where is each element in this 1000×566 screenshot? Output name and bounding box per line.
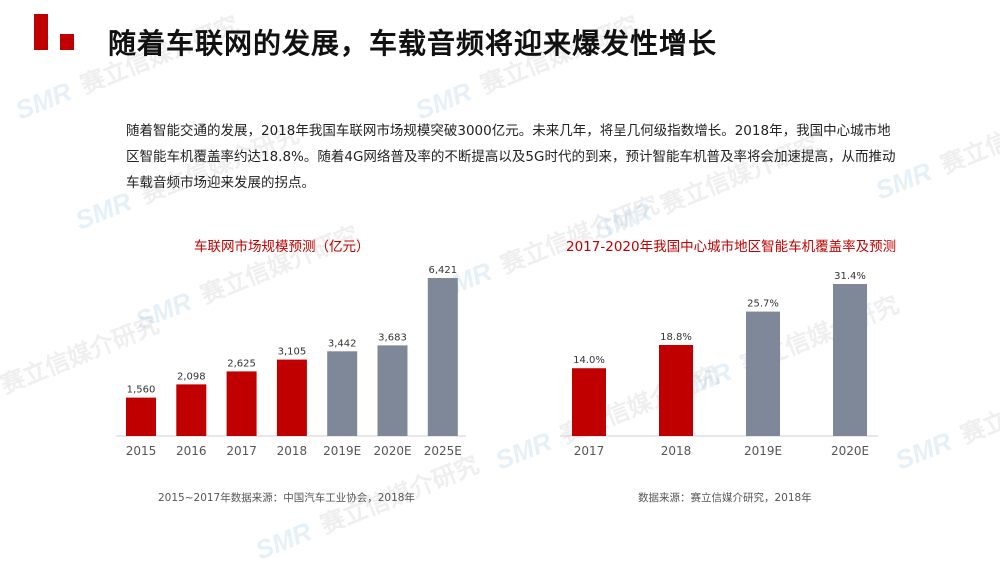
x-tick-label: 2019E: [323, 444, 361, 458]
page-title: 随着车联网的发展，车载音频将迎来爆发性增长: [108, 27, 718, 60]
data-label: 25.7%: [747, 299, 779, 310]
watermark-logo: SMR: [251, 516, 316, 566]
bar-2018: [276, 359, 307, 436]
logo-bar-tall: [34, 14, 48, 50]
logo-mark: [34, 14, 78, 58]
bar-2018: [659, 344, 693, 436]
x-tick-label: 2018: [277, 444, 308, 458]
x-tick-label: 2025E: [424, 444, 462, 458]
data-label: 6,421: [428, 265, 457, 276]
data-label: 3,683: [378, 332, 407, 343]
bar-2017: [572, 368, 606, 436]
bar-2019E: [746, 311, 780, 436]
bar-2025E: [427, 278, 458, 436]
x-tick-label: 2016: [176, 444, 207, 458]
watermark-logo: SMR: [491, 426, 556, 476]
data-label: 3,105: [278, 347, 307, 358]
bar-2020E: [833, 284, 867, 436]
bar-2020E: [377, 345, 408, 436]
watermark-text: 赛立信媒介研究: [936, 90, 1000, 179]
watermark-logo: SMR: [11, 76, 76, 126]
bar-2015: [126, 397, 156, 436]
x-tick-label: 2020E: [373, 444, 411, 458]
source-note-coverage-rate: 数据来源：赛立信媒介研究，2018年: [638, 492, 812, 504]
data-label: 31.4%: [834, 271, 866, 282]
watermark-logo: SMR: [891, 426, 956, 476]
source-note-market-size: 2015~2017年数据来源：中国汽车工业协会，2018年: [158, 492, 415, 504]
data-label: 1,560: [127, 385, 156, 396]
x-tick-label: 2019E: [744, 444, 782, 458]
data-label: 2,098: [177, 371, 206, 382]
chart-market-size: 1,560 2015 2,098 2016 2,625 2017 3,105 2018 3,44…: [116, 265, 466, 458]
x-tick-label: 2020E: [831, 444, 869, 458]
bar-2019E: [327, 351, 358, 436]
bar-2016: [176, 384, 207, 436]
x-tick-label: 2018: [661, 444, 692, 458]
data-label: 2,625: [227, 358, 256, 369]
data-label: 3,442: [328, 338, 357, 349]
data-label: 14.0%: [573, 355, 605, 366]
x-tick-label: 2017: [574, 444, 605, 458]
data-label: 18.8%: [660, 332, 692, 343]
logo-bar-short: [60, 34, 74, 50]
chart-title-market-size: 车联网市场规模预测（亿元）: [194, 239, 370, 255]
chart-title-coverage-rate: 2017-2020年我国中心城市地区智能车机覆盖率及预测: [566, 239, 897, 255]
x-tick-label: 2015: [126, 444, 157, 458]
chart-coverage-rate: 14.0% 2017 18.8% 2018 25.7% 2019E 31.4% 2020E: [560, 271, 878, 458]
bar-2017: [226, 371, 257, 436]
intro-paragraph: 随着智能交通的发展，2018年我国车联网市场规模突破3000亿元。未来几年，将呈…: [126, 123, 896, 191]
watermark-text: 赛立信媒介研究: [956, 360, 1000, 449]
x-tick-label: 2017: [226, 444, 257, 458]
